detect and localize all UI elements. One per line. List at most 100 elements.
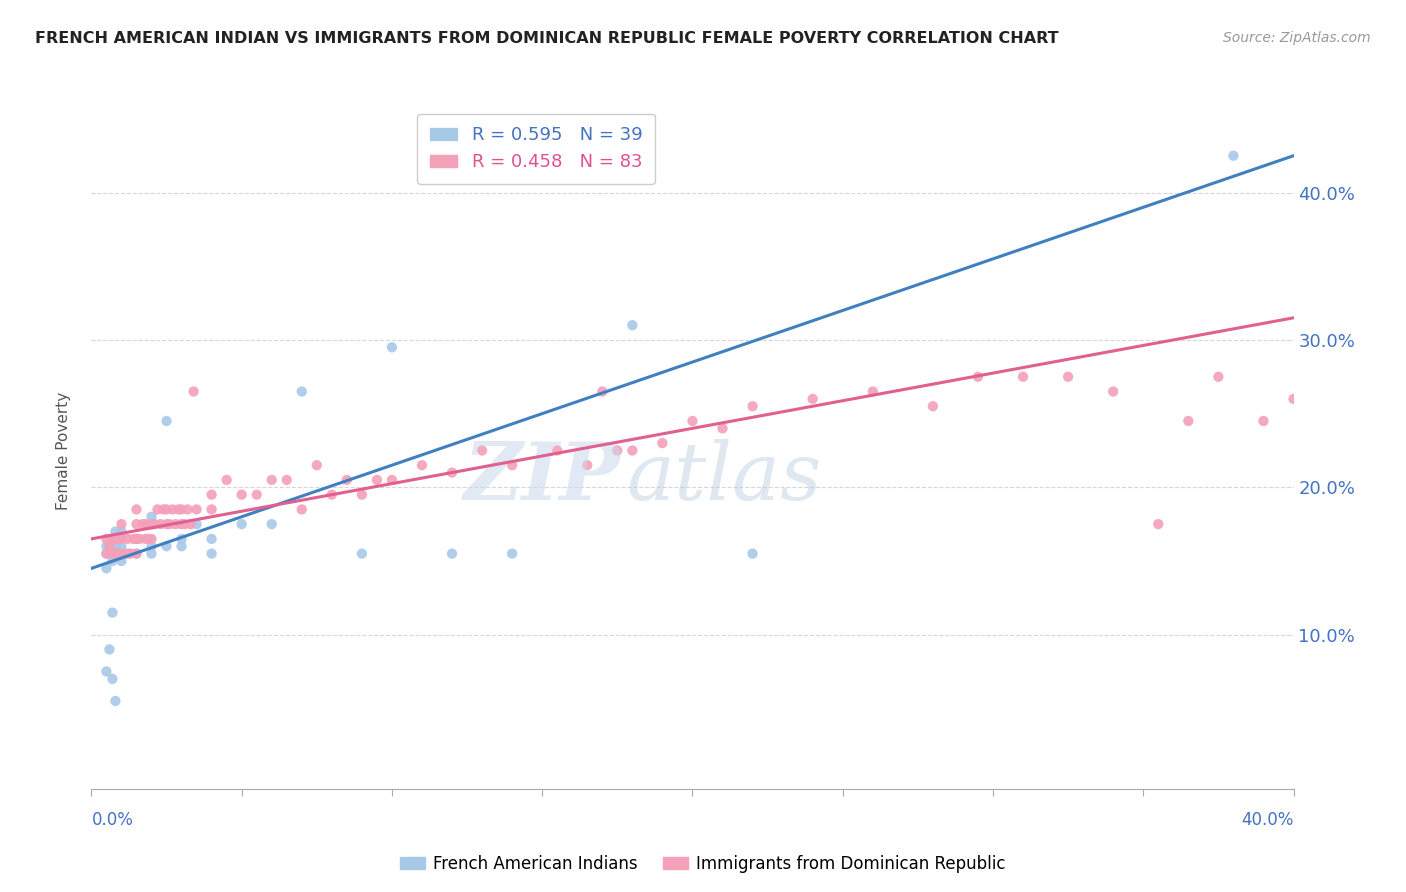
Point — [291, 384, 314, 399]
Point — [110, 547, 132, 561]
Point — [96, 539, 118, 553]
Point — [411, 458, 433, 473]
Point — [149, 517, 172, 532]
Point — [440, 466, 463, 480]
Point — [162, 502, 184, 516]
Point — [1012, 369, 1035, 384]
Point — [862, 384, 884, 399]
Point — [606, 443, 628, 458]
Point — [173, 517, 195, 532]
Point — [96, 532, 118, 546]
Point — [1222, 149, 1244, 163]
Point — [546, 443, 568, 458]
Point — [260, 517, 283, 532]
Point — [104, 524, 127, 539]
Point — [170, 517, 193, 532]
Text: FRENCH AMERICAN INDIAN VS IMMIGRANTS FROM DOMINICAN REPUBLIC FEMALE POVERTY CORR: FRENCH AMERICAN INDIAN VS IMMIGRANTS FRO… — [35, 31, 1059, 46]
Point — [146, 502, 169, 516]
Point — [141, 547, 163, 561]
Point — [1057, 369, 1080, 384]
Point — [96, 547, 118, 561]
Point — [107, 547, 129, 561]
Point — [96, 561, 118, 575]
Point — [246, 488, 269, 502]
Legend: French American Indians, Immigrants from Dominican Republic: French American Indians, Immigrants from… — [394, 848, 1012, 880]
Point — [1177, 414, 1199, 428]
Text: atlas: atlas — [626, 439, 821, 516]
Point — [681, 414, 703, 428]
Point — [183, 384, 205, 399]
Point — [125, 517, 148, 532]
Point — [501, 458, 523, 473]
Point — [101, 554, 124, 568]
Point — [101, 547, 124, 561]
Point — [98, 539, 121, 553]
Point — [711, 421, 734, 435]
Point — [101, 532, 124, 546]
Point — [110, 547, 132, 561]
Point — [381, 340, 404, 354]
Text: Source: ZipAtlas.com: Source: ZipAtlas.com — [1223, 31, 1371, 45]
Point — [96, 547, 118, 561]
Point — [104, 547, 127, 561]
Point — [1282, 392, 1305, 406]
Point — [167, 502, 190, 516]
Point — [321, 488, 343, 502]
Point — [741, 399, 763, 413]
Point — [141, 532, 163, 546]
Point — [141, 539, 163, 553]
Text: ZIP: ZIP — [464, 439, 620, 516]
Point — [143, 517, 166, 532]
Point — [104, 547, 127, 561]
Point — [110, 524, 132, 539]
Point — [336, 473, 359, 487]
Point — [125, 532, 148, 546]
Point — [104, 694, 127, 708]
Point — [215, 473, 238, 487]
Point — [125, 502, 148, 516]
Point — [104, 539, 127, 553]
Point — [104, 532, 127, 546]
Point — [122, 532, 145, 546]
Point — [1102, 384, 1125, 399]
Point — [101, 672, 124, 686]
Point — [117, 532, 139, 546]
Text: 40.0%: 40.0% — [1241, 811, 1294, 829]
Point — [1208, 369, 1230, 384]
Point — [576, 458, 599, 473]
Point — [155, 414, 177, 428]
Point — [134, 532, 156, 546]
Point — [110, 532, 132, 546]
Point — [170, 532, 193, 546]
Y-axis label: Female Poverty: Female Poverty — [56, 392, 70, 509]
Point — [131, 517, 153, 532]
Point — [176, 502, 198, 516]
Point — [152, 502, 174, 516]
Point — [104, 532, 127, 546]
Point — [741, 547, 763, 561]
Point — [1147, 517, 1170, 532]
Point — [141, 517, 163, 532]
Point — [366, 473, 388, 487]
Point — [170, 502, 193, 516]
Point — [180, 517, 202, 532]
Point — [110, 517, 132, 532]
Point — [350, 488, 373, 502]
Point — [165, 517, 187, 532]
Point — [125, 532, 148, 546]
Point — [260, 473, 283, 487]
Point — [101, 532, 124, 546]
Legend: R = 0.595   N = 39, R = 0.458   N = 83: R = 0.595 N = 39, R = 0.458 N = 83 — [418, 114, 655, 184]
Point — [922, 399, 945, 413]
Point — [186, 502, 208, 516]
Point — [101, 606, 124, 620]
Text: 0.0%: 0.0% — [91, 811, 134, 829]
Point — [120, 547, 142, 561]
Point — [107, 547, 129, 561]
Point — [101, 539, 124, 553]
Point — [141, 517, 163, 532]
Point — [276, 473, 298, 487]
Point — [501, 547, 523, 561]
Point — [471, 443, 494, 458]
Point — [98, 642, 121, 657]
